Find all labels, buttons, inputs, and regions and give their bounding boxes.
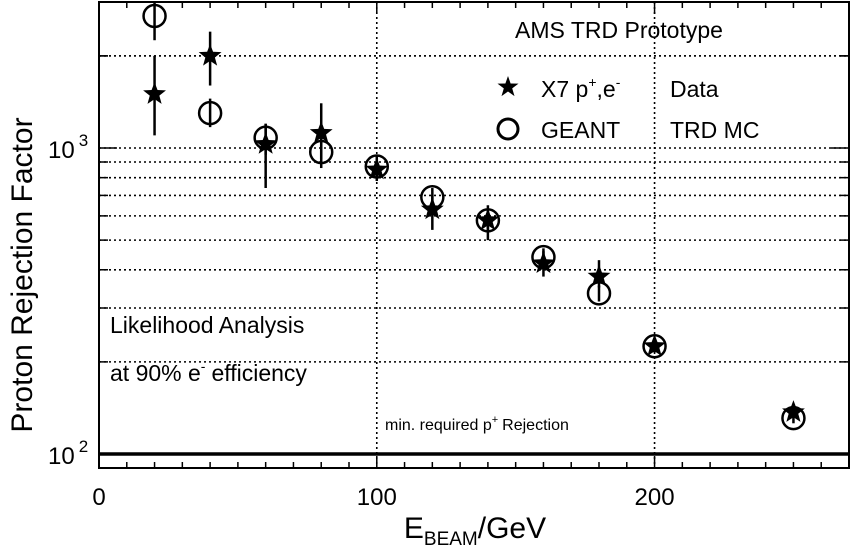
mc-point-circle bbox=[781, 405, 806, 431]
data-points bbox=[142, 2, 806, 431]
mc-point-circle bbox=[531, 244, 556, 270]
x-axis-label-sub: BEAM bbox=[424, 529, 478, 550]
x-axis-label: EBEAM/GeV bbox=[404, 512, 546, 550]
mc-point-circle bbox=[253, 125, 278, 151]
y-tick-label-exp: 2 bbox=[79, 437, 88, 456]
legend-data-label-sup2: - bbox=[616, 74, 621, 90]
min-required-label-sup: + bbox=[492, 414, 498, 426]
legend-star-marker bbox=[497, 76, 519, 97]
y-tick-label-base: 10 bbox=[48, 137, 75, 164]
legend-data-label-sup1: + bbox=[588, 74, 596, 90]
x-axis-label-unit: /GeV bbox=[478, 512, 546, 545]
mc-point-circle bbox=[142, 3, 167, 29]
legend-mc-label-pre: GEANT bbox=[541, 117, 620, 143]
grid-lines bbox=[99, 1, 849, 468]
data-point-star bbox=[309, 120, 333, 143]
analysis-label-line1: Likelihood Analysis bbox=[110, 312, 304, 338]
mc-point-circle bbox=[308, 139, 334, 165]
legend-data-label: X7 p+,e- Data bbox=[541, 74, 719, 102]
y-tick-label-base: 10 bbox=[48, 443, 75, 470]
x-tick-label: 0 bbox=[92, 484, 105, 511]
legend-mc-label-post: TRD MC bbox=[670, 117, 759, 143]
analysis-label-line2-pre: at 90% e bbox=[110, 360, 201, 386]
mc-point-circle bbox=[197, 100, 223, 126]
data-point-star bbox=[782, 400, 805, 422]
plot-frame bbox=[98, 1, 850, 469]
y-axis-label: Proton Rejection Factor bbox=[6, 117, 39, 432]
prototype-label: AMS TRD Prototype bbox=[515, 17, 723, 43]
x-tick-label: 200 bbox=[635, 484, 675, 511]
mc-point-circle bbox=[642, 333, 667, 359]
legend-circle-marker bbox=[496, 117, 520, 141]
legend-data-label-pre: X7 p bbox=[541, 76, 588, 102]
y-tick-label: 10 2 bbox=[48, 437, 88, 470]
y-tick-label: 10 3 bbox=[48, 131, 88, 164]
min-required-label-post: Rejection bbox=[502, 417, 569, 434]
legend-data-label-post: Data bbox=[670, 76, 719, 102]
analysis-label-line2-post: efficiency bbox=[211, 360, 307, 386]
min-required-label: min. required p+ Rejection bbox=[385, 414, 569, 434]
legend-mc-label: GEANT TRD MC bbox=[541, 117, 759, 143]
y-tick-label-exp: 3 bbox=[79, 131, 88, 150]
mc-point-circle bbox=[420, 185, 445, 210]
legend-data-label-mid: ,e bbox=[597, 76, 616, 102]
data-point-star bbox=[198, 43, 222, 66]
x-axis-label-main: E bbox=[404, 512, 424, 545]
min-required-label-pre: min. required p bbox=[385, 417, 492, 434]
mc-point-circle bbox=[364, 154, 390, 179]
mc-point-circle bbox=[475, 208, 501, 233]
x-tick-label: 100 bbox=[357, 484, 397, 511]
mc-point-circle bbox=[586, 281, 612, 306]
analysis-label-line2: at 90% e-efficiency bbox=[110, 358, 307, 386]
data-point-star bbox=[143, 82, 166, 104]
analysis-label-line2-sup: - bbox=[201, 358, 206, 374]
data-point-star bbox=[587, 264, 611, 287]
